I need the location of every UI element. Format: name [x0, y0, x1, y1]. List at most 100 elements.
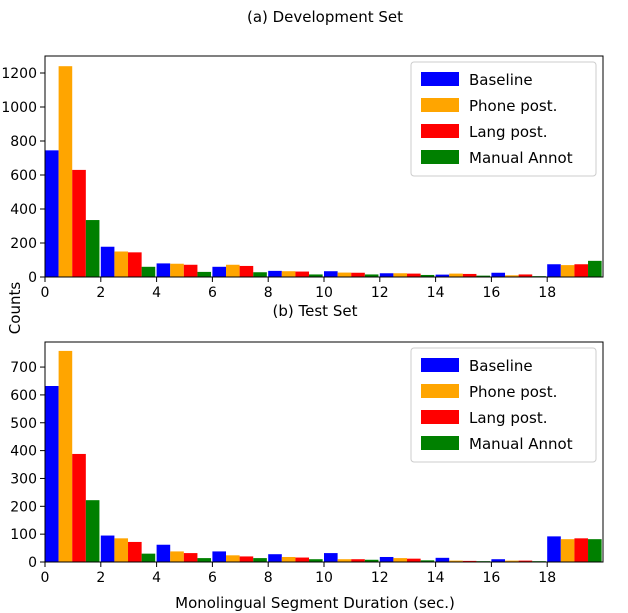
panel-b-bar-manual-annot-18+	[588, 539, 602, 562]
panel-a-legend-label: Lang post.	[469, 123, 548, 141]
panel-a-bar-manual-annot-18+	[588, 260, 602, 277]
panel-a-bar-lang-post-2-4	[128, 252, 142, 277]
panel-b-legend-label: Lang post.	[469, 409, 548, 427]
panel-b-bar-baseline-0-2	[45, 386, 59, 562]
panel-b-bar-lang-post-14-16	[462, 560, 477, 562]
panel-a-bar-baseline-6-8	[212, 266, 227, 277]
panel-b-legend: Baseline Phone post. Lang post. Manual Anno…	[410, 347, 597, 463]
panel-b-bar-phone-post-10-12	[337, 559, 352, 562]
panel-b-y-tick-label: 100	[10, 527, 37, 543]
x-axis-label: Monolingual Segment Duration (sec.)	[175, 594, 455, 612]
panel-b-y-tick-label: 400	[10, 444, 37, 460]
panel-a-legend-label: Baseline	[469, 71, 533, 89]
panel-a-bar-phone-post-0-2	[58, 66, 73, 277]
panel-b-y-tick-label: 300	[10, 471, 37, 487]
panel-b-y-tick-label: 600	[10, 388, 37, 404]
panel-b-bar-lang-post-16-18	[518, 560, 533, 562]
panel-a-bar-baseline-4-6	[156, 263, 171, 277]
panel-b-bar-phone-post-0-2	[58, 350, 73, 562]
panel-b-bar-manual-annot-4-6	[197, 558, 212, 562]
panel-a-bar-baseline-2-4	[100, 246, 115, 277]
panel-a-bar-lang-post-0-2	[72, 169, 86, 277]
panel-a-bar-baseline-14-16	[435, 274, 450, 277]
panel-b-bar-lang-post-2-4	[128, 541, 142, 562]
panel-a-x-tick-label: 4	[152, 285, 161, 301]
panel-b-bar-baseline-14-16	[435, 557, 450, 562]
panel-a-bar-phone-post-10-12	[337, 272, 352, 277]
panel-b-bar-lang-post-10-12	[351, 559, 365, 562]
panel-a-legend-box	[410, 61, 597, 177]
panel-a-bar-lang-post-6-8	[239, 265, 254, 277]
panel-a-bar-phone-post-12-14	[393, 273, 408, 277]
panel-b-bar-lang-post-6-8	[239, 556, 254, 562]
panel-a-bar-manual-annot-12-14	[420, 274, 435, 277]
panel-b-bar-baseline-10-12	[324, 553, 338, 562]
panel-b-bar-phone-post-14-16	[449, 560, 463, 562]
panel-b-bar-lang-post-18+	[574, 538, 589, 562]
panel-a-bar-phone-post-8-10	[281, 271, 296, 277]
panel-a-x-tick-label: 18	[538, 285, 556, 301]
panel-a-bar-baseline-16-18	[491, 272, 506, 277]
panel-b-legend-box	[410, 347, 597, 463]
panel-a-bar-manual-annot-8-10	[309, 274, 323, 277]
panel-b-x-tick-label: 16	[482, 570, 500, 586]
panel-a-x-tick-label: 14	[427, 285, 445, 301]
panel-b-y-tick-label: 500	[10, 416, 37, 432]
panel-b-legend-swatch	[421, 410, 459, 424]
panel-b-legend-swatch	[421, 358, 459, 372]
panel-b-bar-baseline-2-4	[100, 535, 115, 562]
panel-a-y-tick-label: 0	[28, 270, 37, 286]
panel-a-bar-phone-post-4-6	[170, 263, 184, 277]
panel-a-bar-baseline-8-10	[268, 270, 282, 277]
panel-b-x-tick-label: 6	[208, 570, 217, 586]
panel-b-bar-baseline-16-18	[491, 559, 506, 562]
panel-b-x-tick-label: 0	[41, 570, 50, 586]
panel-a-x-tick-label: 16	[482, 285, 500, 301]
panel-b-bar-lang-post-8-10	[295, 557, 310, 562]
panel-b-test-set: 0 2 4 6 8 10 12 14 16 18 0 100 200 300 400 500 600 700 Bas…	[10, 341, 604, 586]
panel-b-bar-phone-post-8-10	[281, 556, 296, 562]
panel-a-x-tick-label: 0	[41, 285, 50, 301]
panel-a-bar-lang-post-12-14	[407, 273, 421, 277]
panel-b-x-tick-label: 12	[371, 570, 389, 586]
panel-a-bar-baseline-0-2	[45, 150, 59, 277]
panel-a-bar-baseline-10-12	[324, 271, 338, 277]
panel-a-legend-label: Manual Annot	[469, 149, 573, 167]
panel-b-x-tick-label: 18	[538, 570, 556, 586]
y-axis-label: Counts	[6, 282, 24, 335]
panel-b-bar-manual-annot-6-8	[253, 558, 267, 562]
panel-b-x-tick-label: 4	[152, 570, 161, 586]
panel-a-bar-phone-post-18+	[560, 265, 575, 277]
panel-a-bar-lang-post-16-18	[518, 274, 533, 277]
panel-a-development-set: 0 2 4 6 8 10 12 14 16 18 0 200 400 600 800 1000 1200 Base…	[1, 55, 604, 301]
panel-a-legend-label: Phone post.	[469, 97, 557, 115]
panel-a-y-tick-label: 200	[10, 236, 37, 252]
panel-a-bar-phone-post-2-4	[114, 251, 129, 277]
panel-b-x-tick-label: 2	[96, 570, 105, 586]
panel-b-legend-label: Manual Annot	[469, 435, 573, 453]
panel-b-bar-manual-annot-10-12	[364, 559, 379, 562]
panel-a-y-tick-label: 1200	[1, 66, 37, 82]
panel-b-legend-label: Baseline	[469, 357, 533, 375]
panel-b-legend-label: Phone post.	[469, 383, 557, 401]
panel-b-y-tick-label: 700	[10, 360, 37, 376]
panel-b-bar-baseline-18+	[547, 536, 561, 562]
panel-a-bar-phone-post-16-18	[505, 275, 519, 277]
panel-a-bar-baseline-12-14	[379, 273, 394, 277]
panel-b-title: (b) Test Set	[273, 302, 358, 320]
panel-a-x-tick-label: 12	[371, 285, 389, 301]
panel-b-bar-phone-post-18+	[560, 539, 575, 562]
panel-a-bar-manual-annot-2-4	[141, 266, 156, 277]
panel-a-x-tick-label: 2	[96, 285, 105, 301]
panel-a-x-tick-label: 8	[264, 285, 273, 301]
panel-b-legend-swatch	[421, 436, 459, 450]
panel-a-bar-baseline-18+	[547, 264, 561, 277]
panel-a-y-tick-label: 1000	[1, 100, 37, 116]
panel-b-bar-baseline-12-14	[379, 556, 394, 562]
panel-b-bar-manual-annot-2-4	[141, 553, 156, 562]
panel-b-x-tick-label: 10	[315, 570, 333, 586]
panel-a-bar-phone-post-14-16	[449, 273, 463, 277]
panel-b-bar-phone-post-12-14	[393, 558, 408, 562]
panel-a-bar-lang-post-4-6	[183, 264, 198, 277]
